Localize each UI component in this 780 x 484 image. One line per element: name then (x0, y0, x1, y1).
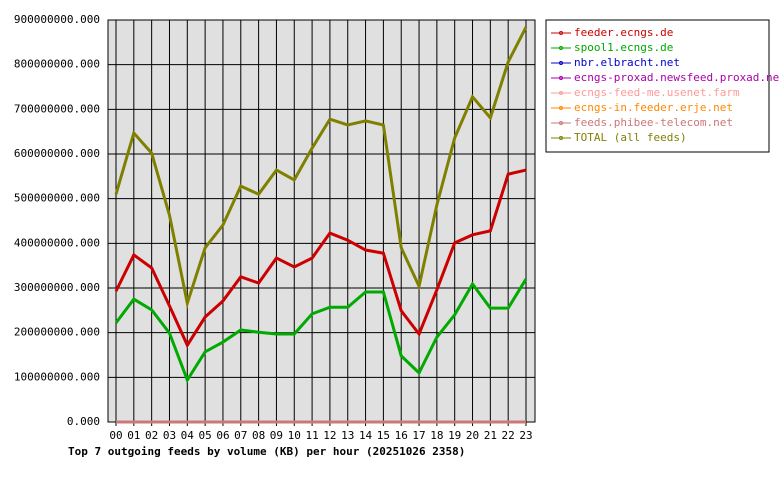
y-tick-label: 600000000.000 (14, 147, 100, 160)
x-tick-label: 19 (448, 429, 461, 442)
legend-marker (559, 61, 563, 65)
x-tick-label: 14 (359, 429, 373, 442)
x-tick-label: 01 (127, 429, 140, 442)
x-tick-label: 23 (519, 429, 532, 442)
x-tick-label: 13 (341, 429, 354, 442)
x-tick-label: 17 (412, 429, 425, 442)
legend-marker (559, 106, 563, 110)
legend-label: spool1.ecngs.de (574, 41, 673, 54)
x-tick-label: 18 (430, 429, 443, 442)
y-tick-label: 0.000 (67, 415, 100, 428)
legend-label: ecngs-in.feeder.erje.net (574, 101, 733, 114)
x-tick-label: 03 (163, 429, 176, 442)
series-line (114, 168, 527, 349)
y-tick-label: 100000000.000 (14, 370, 100, 383)
legend-label: ecngs-proxad.newsfeed.proxad.net (574, 71, 780, 84)
legend-marker (559, 136, 563, 140)
series-line (114, 278, 528, 384)
legend-marker (559, 91, 563, 95)
x-tick-label: 09 (270, 429, 283, 442)
legend-label: feeds.phibee-telecom.net (574, 116, 733, 129)
legend-label: nbr.elbracht.net (574, 56, 680, 69)
x-tick-label: 08 (252, 429, 265, 442)
legend-box (545, 19, 770, 153)
chart-title: Top 7 outgoing feeds by volume (KB) per … (68, 445, 465, 458)
legend-label: feeder.ecngs.de (574, 26, 673, 39)
y-tick-label: 500000000.000 (14, 192, 100, 205)
legend-label: TOTAL (all feeds) (574, 131, 687, 144)
series-line (114, 26, 528, 310)
x-tick-label: 07 (234, 429, 247, 442)
x-tick-label: 15 (377, 429, 390, 442)
y-tick-label: 200000000.000 (14, 326, 100, 339)
x-tick-label: 21 (484, 429, 497, 442)
x-tick-label: 06 (216, 429, 229, 442)
legend-marker (559, 31, 563, 35)
x-tick-label: 16 (395, 429, 408, 442)
x-tick-label: 02 (145, 429, 158, 442)
legend-marker (559, 46, 563, 50)
x-tick-label: 22 (502, 429, 515, 442)
y-tick-label: 300000000.000 (14, 281, 100, 294)
y-tick-label: 400000000.000 (14, 236, 100, 249)
x-tick-label: 04 (181, 429, 195, 442)
legend-marker (559, 76, 563, 80)
x-tick-label: 10 (288, 429, 301, 442)
x-tick-label: 11 (305, 429, 318, 442)
y-tick-label: 900000000.000 (14, 13, 100, 26)
y-tick-label: 800000000.000 (14, 58, 100, 71)
legend-label: ecngs-feed-me.usenet.farm (574, 86, 740, 99)
x-tick-label: 05 (199, 429, 212, 442)
x-tick-label: 12 (323, 429, 336, 442)
legend-marker (559, 121, 563, 125)
x-tick-label: 20 (466, 429, 479, 442)
y-tick-label: 700000000.000 (14, 102, 100, 115)
x-tick-label: 00 (109, 429, 122, 442)
